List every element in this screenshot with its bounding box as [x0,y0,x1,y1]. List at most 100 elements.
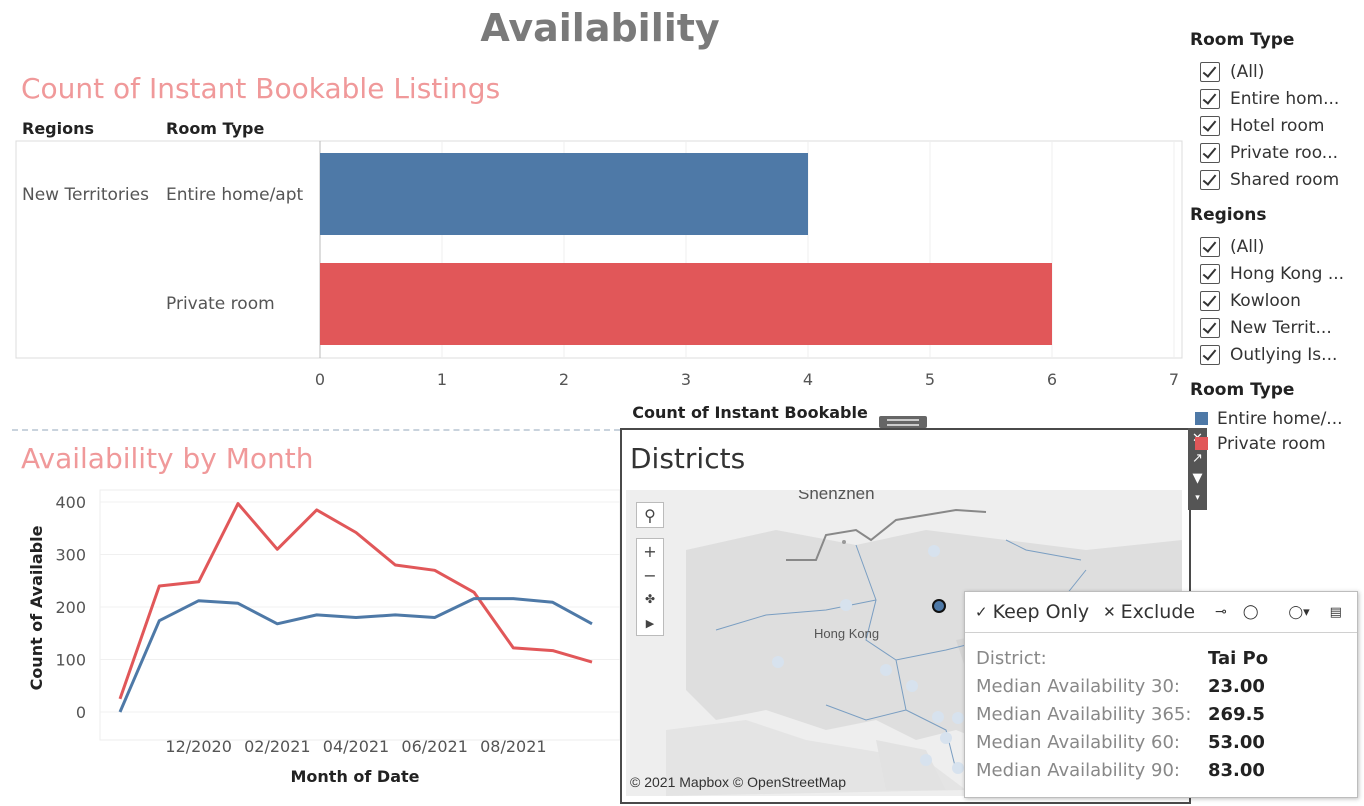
check-icon: ✓ [975,603,988,621]
selected-district-marker [932,599,946,613]
tooltip-label-district: District: [976,648,1047,669]
bar-mark[interactable] [320,263,1052,345]
line-y-tick-label: 200 [55,598,86,617]
bar-x-tick-label: 5 [925,370,935,389]
legend-title: Room Type [1190,380,1295,400]
filter-region-outlying[interactable]: Outlying Is... [1200,341,1350,368]
row-label-region: New Territories [22,185,149,205]
line-x-axis-title: Month of Date [290,767,419,786]
regions-filter: Regions (All) Hong Kong ... Kowloon New … [1190,205,1350,368]
expand-arrow-icon[interactable]: ▶ [645,616,655,630]
tooltip-value-district: Tai Po [1208,648,1269,669]
line-x-tick-label: 04/2021 [323,737,389,756]
drag-handle[interactable] [879,416,927,428]
popout-icon[interactable]: ↗ [1192,450,1203,466]
keep-only-button[interactable]: ✓ Keep Only [975,601,1090,623]
checkbox-icon[interactable] [1200,290,1220,311]
filter-region-all[interactable]: (All) [1200,233,1350,260]
legend-swatch [1195,412,1208,425]
checkbox-icon[interactable] [1200,61,1220,82]
map-zoom-controls[interactable]: + − ✤ ▶ [636,538,664,636]
bar-chart-title: Count of Instant Bookable Listings [21,72,501,105]
tooltip-label-avail-365: Median Availability 365: [976,704,1192,725]
line-y-tick-label: 400 [55,493,86,512]
room-type-filter: Room Type (All) Entire hom... Hotel room… [1190,30,1350,193]
bar-x-tick-label: 2 [559,370,569,389]
checkbox-icon[interactable] [1200,344,1220,365]
map-label-hong-kong: Hong Kong [814,626,880,641]
map-title: Districts [630,442,746,475]
bar-chart-frame [15,140,1183,359]
line-y-tick-label: 0 [76,703,86,722]
tooltip-value-avail-60: 53.00 [1208,732,1265,753]
line-y-axis-title: Count of Available [27,525,46,690]
tooltip-label-avail-90: Median Availability 90: [976,760,1180,781]
legend-swatch [1195,437,1208,450]
checkbox-icon[interactable] [1200,263,1220,284]
column-header-room-type[interactable]: Room Type [166,119,265,138]
bar-chart[interactable]: 0 1 2 3 4 5 6 7 Count of Instant Bookable [0,0,1190,430]
more-options-icon[interactable]: ▾ [1195,493,1200,503]
filter-room-all[interactable]: (All) [1200,58,1350,85]
legend-item-private[interactable]: Private room [1195,431,1360,456]
line-series[interactable] [118,597,593,713]
line-y-tick-label: 100 [55,651,86,670]
filter-icon[interactable]: ▼ [1192,470,1203,486]
filter-room-hotel[interactable]: Hotel room [1200,112,1350,139]
group-members-icon[interactable]: ◯▾ [1288,604,1310,620]
filter-room-shared[interactable]: Shared room [1200,166,1350,193]
line-chart[interactable]: 0 100 200 300 400 12/2020 02/2021 04/2021 06/20… [0,480,620,800]
tooltip-toolbar: ✓ Keep Only ✕ Exclude ⊸ ◯ ◯▾ ▤ [965,592,1357,633]
row-label-entire-home: Entire home/apt [166,185,304,205]
line-plot-frame [99,489,620,741]
checkbox-icon[interactable] [1200,115,1220,136]
filter-room-entire[interactable]: Entire hom... [1200,85,1350,112]
zoom-in-icon[interactable]: + [643,541,657,561]
bar-x-axis-title: Count of Instant Bookable [632,403,868,422]
line-x-tick-label: 06/2021 [401,737,467,756]
room-type-legend: Room Type Entire home/... Private room [1190,380,1360,456]
checkbox-icon[interactable] [1200,317,1220,338]
line-gridlines [99,489,620,741]
checkbox-icon[interactable] [1200,142,1220,163]
map-background [626,490,1182,796]
line-x-tick-label: 08/2021 [480,737,546,756]
legend-item-entire[interactable]: Entire home/... [1195,406,1360,431]
filter-region-new-territories[interactable]: New Territ... [1200,314,1350,341]
tooltip-value-avail-90: 83.00 [1208,760,1265,781]
tooltip-value-avail-30: 23.00 [1208,676,1265,697]
map-attribution[interactable]: © 2021 Mapbox © OpenStreetMap [630,774,846,790]
line-x-tick-label: 12/2020 [165,737,231,756]
checkbox-icon[interactable] [1200,169,1220,190]
bar-x-tick-label: 1 [437,370,447,389]
line-x-tick-label: 02/2021 [244,737,310,756]
filter-region-hong-kong[interactable]: Hong Kong ... [1200,260,1350,287]
line-chart-title: Availability by Month [21,442,314,475]
bar-x-tick-label: 4 [803,370,813,389]
bar-x-tick-label: 7 [1169,370,1179,389]
zoom-out-icon[interactable]: − [643,565,657,585]
tooltip-label-avail-60: Median Availability 60: [976,732,1180,753]
paperclip-icon[interactable]: ⊸ [1215,604,1227,620]
regions-filter-title: Regions [1190,205,1267,225]
view-data-icon[interactable]: ▤ [1329,604,1342,620]
line-y-tick-label: 300 [55,546,86,565]
reset-pan-icon[interactable]: ✤ [644,592,656,606]
tooltip-value-avail-365: 269.5 [1208,704,1265,725]
map-search-control[interactable]: ⚲ [636,502,664,528]
column-header-regions[interactable]: Regions [22,119,95,138]
filter-room-private[interactable]: Private roo... [1200,139,1350,166]
bar-x-tick-label: 3 [681,370,691,389]
x-icon: ✕ [1103,603,1116,621]
lightbulb-icon[interactable]: ◯ [1242,604,1259,620]
map-label-shenzhen: Shenzhen [798,490,875,503]
bar-mark[interactable] [320,153,808,235]
filter-region-kowloon[interactable]: Kowloon [1200,287,1350,314]
search-icon[interactable]: ⚲ [644,505,656,525]
checkbox-icon[interactable] [1200,236,1220,257]
exclude-button[interactable]: ✕ Exclude [1103,601,1196,623]
dashboard-title: Availability [480,6,720,50]
checkbox-icon[interactable] [1200,88,1220,109]
bar-x-tick-label: 0 [315,370,325,389]
line-series[interactable] [118,502,593,700]
